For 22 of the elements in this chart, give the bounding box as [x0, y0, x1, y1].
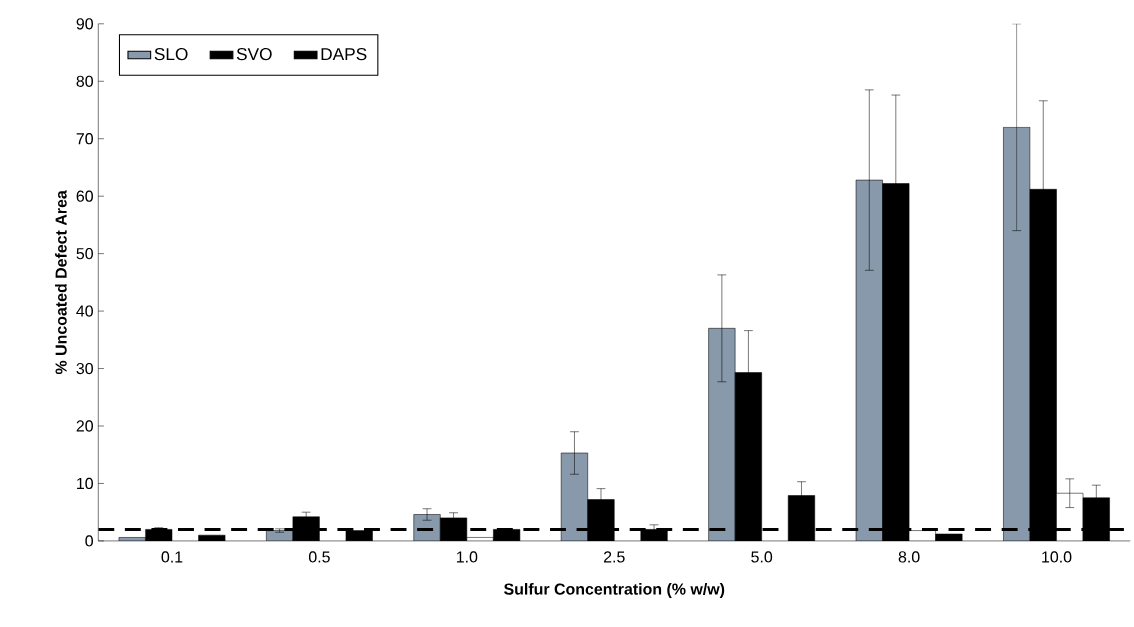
legend-label: SLO	[154, 47, 188, 61]
y-tick-label: 40	[76, 305, 93, 317]
y-tick-label: 20	[76, 420, 93, 432]
y-axis-title: % Uncoated Defect Area	[55, 190, 67, 375]
x-tick-label: 0.5	[308, 551, 330, 563]
y-tick-label: 0	[85, 535, 93, 547]
y-tick-label: 10	[77, 477, 93, 490]
x-tick-label: 2.5	[603, 551, 625, 563]
x-tick-label: 5.0	[751, 551, 773, 563]
y-tick-label: 60	[76, 190, 93, 202]
y-tick-label: 80	[76, 75, 93, 87]
legend-label: SVO	[236, 47, 272, 61]
x-axis-title: Sulfur Concentration (% w/w)	[504, 582, 725, 598]
y-tick-label: 30	[76, 362, 93, 375]
legend-label: DAPS	[321, 47, 367, 61]
y-tick-label: 90	[76, 18, 93, 30]
y-tick-label: 70	[76, 133, 93, 145]
x-tick-label: 10.0	[1042, 551, 1072, 563]
y-tick-label: 50	[76, 247, 93, 260]
x-tick-label: 8.0	[898, 551, 920, 563]
x-tick-label: 1.0	[456, 551, 478, 563]
x-tick-label: 0.1	[161, 551, 183, 563]
